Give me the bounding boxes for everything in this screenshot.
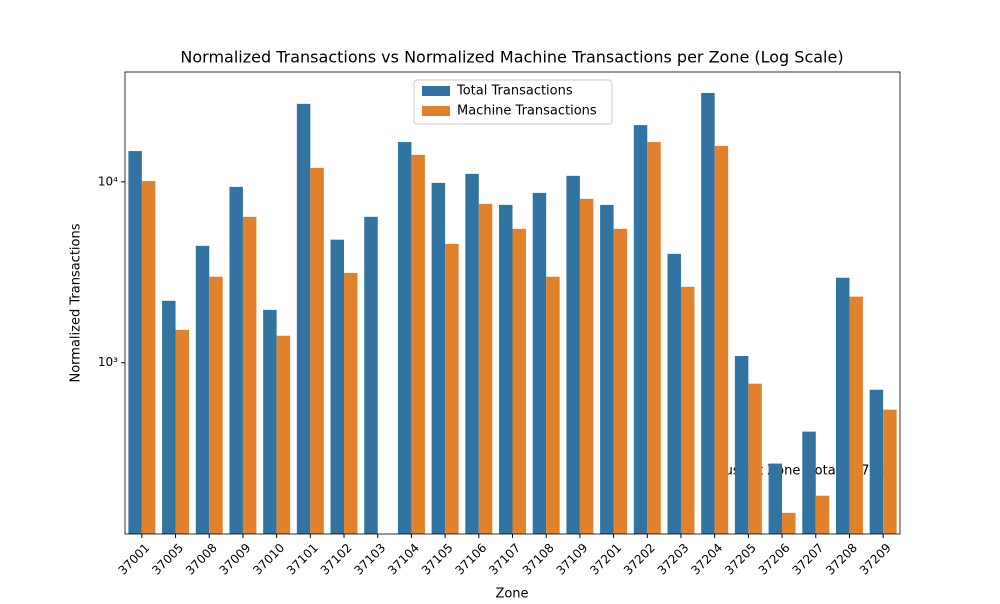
x-tick-label: 37109 [554, 541, 591, 578]
bar [613, 228, 628, 534]
bar [579, 198, 594, 534]
x-tick-label: 37005 [149, 541, 186, 578]
legend-swatch [422, 86, 450, 96]
bar [296, 103, 311, 534]
x-tick-label: 37104 [385, 541, 422, 578]
bar [242, 216, 257, 534]
y-tick-label: 10⁴ [98, 174, 118, 188]
bar [195, 245, 210, 535]
bar [802, 431, 816, 534]
bar [229, 186, 243, 534]
bar [330, 239, 345, 534]
bar [411, 154, 425, 534]
legend-box [413, 79, 613, 125]
bar [141, 181, 156, 534]
x-axis-label: Zone [495, 587, 528, 601]
x-tick-label: 37106 [452, 541, 489, 578]
x-tick-label: 37010 [250, 541, 287, 578]
y-axis-label: Normalized Transactions [69, 223, 84, 382]
bar [869, 389, 884, 534]
x-tick-label: 37201 [587, 541, 624, 578]
x-tick-label: 37209 [857, 541, 894, 578]
bar [734, 355, 749, 534]
legend-label: Machine Transactions [457, 104, 597, 119]
x-tick-label: 37103 [351, 541, 388, 578]
bar [566, 175, 580, 535]
bar [782, 512, 796, 534]
x-tick-label: 37009 [217, 541, 254, 578]
bar [835, 277, 850, 534]
bar [310, 167, 324, 534]
x-tick-label: 37108 [520, 541, 557, 578]
bar [364, 216, 378, 534]
bar [499, 204, 513, 535]
bar [849, 296, 863, 534]
bar [162, 300, 176, 534]
x-tick-label: 37203 [655, 541, 692, 578]
bar [768, 463, 783, 534]
x-tick-label: 37001 [116, 541, 153, 578]
legend-swatch [422, 106, 450, 116]
bar [175, 329, 190, 534]
x-tick-label: 37101 [284, 541, 321, 578]
x-tick-label: 37207 [789, 541, 826, 578]
x-tick-label: 37107 [486, 541, 523, 578]
y-tick-label: 10³ [98, 355, 118, 369]
bar [209, 276, 223, 534]
x-tick-label: 37102 [318, 541, 355, 578]
bar [478, 203, 493, 534]
bar [465, 173, 479, 534]
bar [431, 182, 446, 535]
x-tick-label: 37008 [183, 541, 220, 578]
bar [344, 272, 358, 534]
bar [680, 286, 695, 534]
bar [600, 204, 614, 535]
bar [667, 253, 681, 534]
x-tick-label: 37202 [621, 541, 658, 578]
bar [397, 142, 412, 534]
chart-title: Normalized Transactions vs Normalized Ma… [180, 48, 843, 67]
legend: Total Transactions Machine Transactions [413, 79, 613, 125]
bar [546, 276, 560, 534]
x-tick-label: 37206 [756, 541, 793, 578]
bar [883, 409, 897, 534]
x-tick-label: 37105 [419, 541, 456, 578]
bar [276, 335, 291, 534]
bar [128, 151, 142, 534]
x-tick-label: 37205 [722, 541, 759, 578]
bar [633, 125, 648, 534]
bar [532, 192, 547, 534]
bar [263, 309, 277, 534]
x-tick-label: 37204 [688, 541, 725, 578]
legend-label: Total Transactions [456, 84, 573, 99]
bar [445, 243, 459, 534]
bar [647, 142, 661, 534]
bar [714, 145, 729, 534]
bar [701, 92, 715, 534]
bar [748, 383, 762, 534]
bar [815, 495, 830, 534]
x-tick-label: 37208 [823, 541, 860, 578]
bar [512, 228, 526, 534]
